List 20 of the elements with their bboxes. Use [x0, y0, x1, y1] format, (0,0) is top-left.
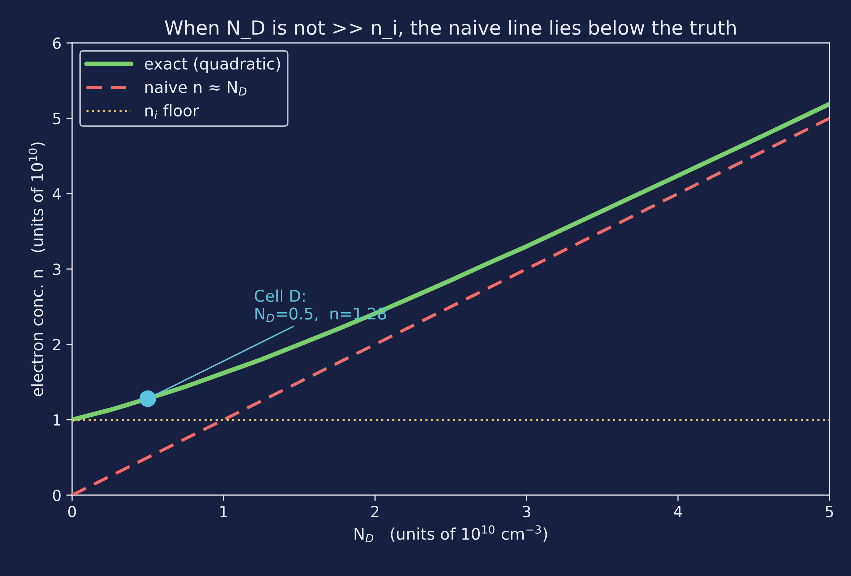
y-tick-label: 1 [54, 414, 61, 426]
legend-label: exact (quadratic) [145, 58, 280, 74]
y-tick-label: 0 [53, 490, 61, 502]
legend-label: n$_{i}$ floor [146, 104, 200, 120]
x-tick-label: 5 [826, 506, 834, 518]
y-tick-label: 4 [52, 188, 62, 200]
x-tick-label: 3 [523, 506, 530, 518]
y-tick-label: 6 [53, 38, 61, 50]
x-tick-label: 1 [220, 506, 228, 518]
x-tick-label: 2 [372, 506, 379, 518]
y-tick-label: 3 [53, 264, 61, 276]
y-axis-title: electron conc. n (units of 10$^{10}$) [28, 142, 46, 396]
line-series [72, 102, 830, 422]
chart-title: When N_D is not >> n_i, the naive line lies below the truth [165, 20, 736, 40]
y-tick-label: 2 [53, 339, 60, 350]
text: N$_{D}$ (units of 10$^{10}$ cm$^{−3}$) [354, 526, 548, 543]
y-tick-label: 5 [53, 113, 61, 125]
legend-label: naive n ≈ N$_{D}$ [146, 81, 247, 96]
x-tick-label: 4 [674, 506, 682, 518]
x-tick-label: 0 [68, 506, 76, 518]
